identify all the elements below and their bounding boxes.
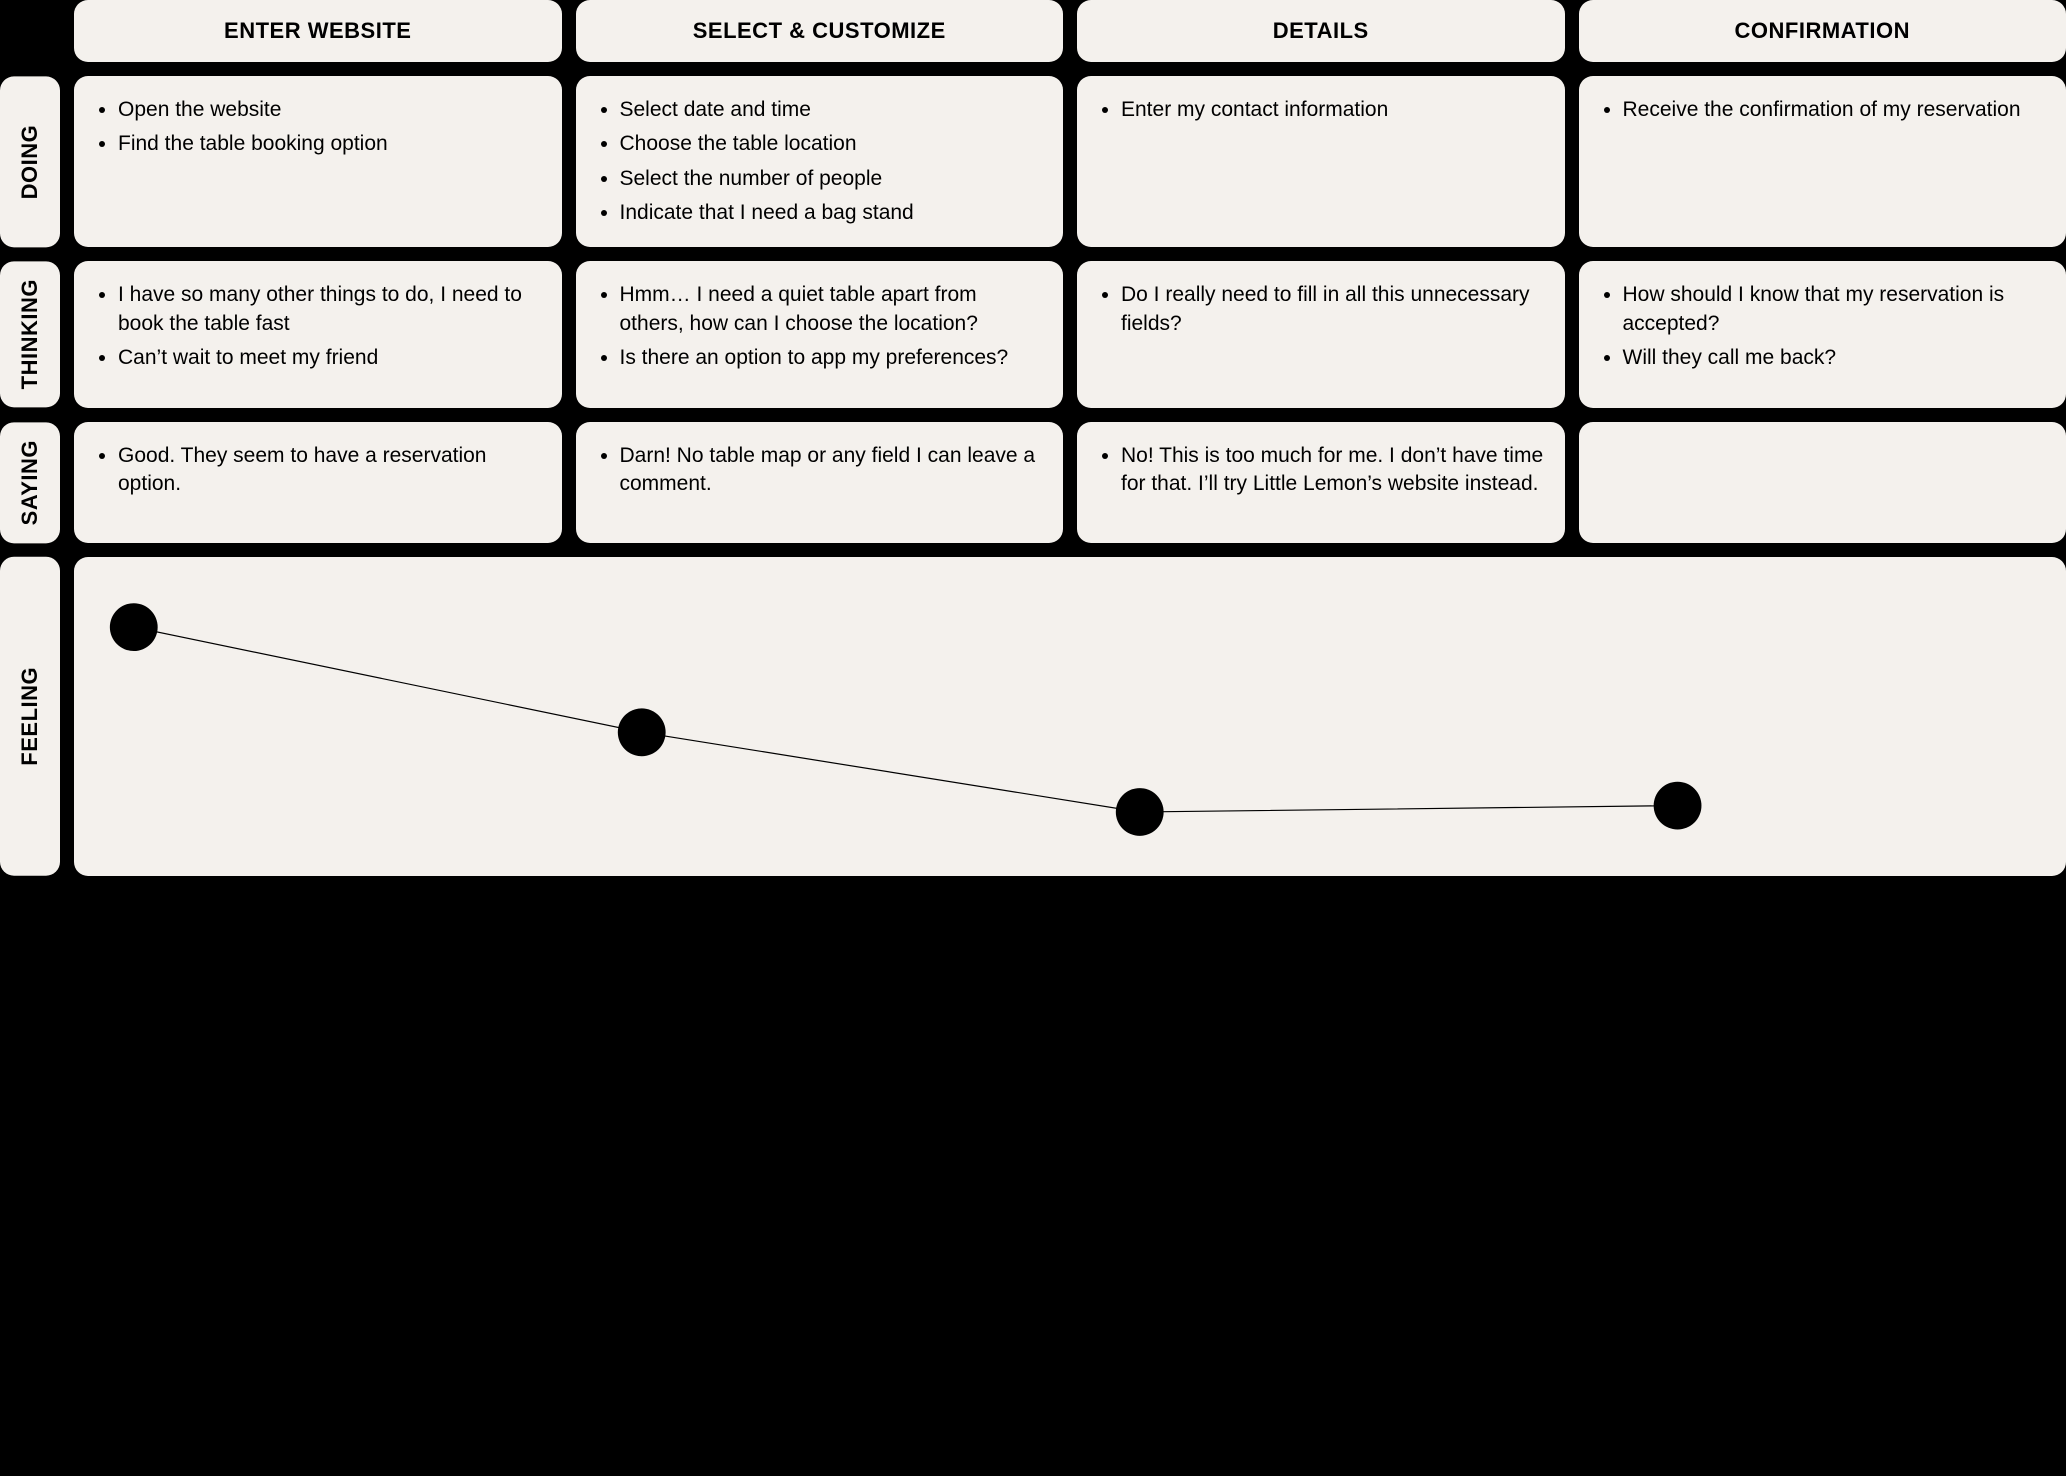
list-item: Is there an option to app my preferences… — [620, 344, 1046, 372]
list-item: Receive the confirmation of my reservati… — [1623, 96, 2049, 124]
list-item: Find the table booking option — [118, 130, 544, 158]
feeling-line — [134, 627, 1678, 812]
list-item: How should I know that my reservation is… — [1623, 281, 2049, 338]
list-item: Open the website — [118, 96, 544, 124]
corner-spacer — [0, 0, 60, 62]
cell-feeling-chart — [74, 557, 2066, 876]
list-item: I have so many other things to do, I nee… — [118, 281, 544, 338]
list-item: No! This is too much for me. I don’t hav… — [1121, 442, 1547, 499]
stage-header-enter: ENTER WEBSITE — [74, 0, 562, 62]
row-label-doing: DOING — [0, 76, 60, 247]
cell-saying-enter: Good. They seem to have a reservation op… — [74, 422, 562, 543]
list-item: Do I really need to fill in all this unn… — [1121, 281, 1547, 338]
cell-saying-confirmation — [1579, 422, 2066, 543]
row-label-thinking: THINKING — [0, 261, 60, 407]
feeling-point-details — [1116, 788, 1164, 836]
cell-thinking-enter: I have so many other things to do, I nee… — [74, 261, 562, 407]
journey-map: ENTER WEBSITE SELECT & CUSTOMIZE DETAILS… — [0, 0, 2066, 876]
list-item: Hmm… I need a quiet table apart from oth… — [620, 281, 1046, 338]
cell-doing-enter: Open the website Find the table booking … — [74, 76, 562, 247]
feeling-point-confirmation — [1654, 782, 1702, 830]
cell-doing-confirmation: Receive the confirmation of my reservati… — [1579, 76, 2066, 247]
list-item: Darn! No table map or any field I can le… — [620, 442, 1046, 499]
feeling-line-chart — [74, 557, 2066, 876]
cell-thinking-details: Do I really need to fill in all this unn… — [1077, 261, 1565, 407]
row-label-feeling: FEELING — [0, 557, 60, 876]
row-label-saying: SAYING — [0, 422, 60, 543]
cell-doing-details: Enter my contact information — [1077, 76, 1565, 247]
cell-saying-details: No! This is too much for me. I don’t hav… — [1077, 422, 1565, 543]
stage-header-confirmation: CONFIRMATION — [1579, 0, 2066, 62]
list-item: Select date and time — [620, 96, 1046, 124]
list-item: Can’t wait to meet my friend — [118, 344, 544, 372]
stage-header-details: DETAILS — [1077, 0, 1565, 62]
list-item: Will they call me back? — [1623, 344, 2049, 372]
list-item: Select the number of people — [620, 165, 1046, 193]
cell-thinking-confirmation: How should I know that my reservation is… — [1579, 261, 2066, 407]
cell-saying-select: Darn! No table map or any field I can le… — [576, 422, 1064, 543]
list-item: Indicate that I need a bag stand — [620, 199, 1046, 227]
feeling-point-select — [618, 708, 666, 756]
feeling-point-enter — [110, 603, 158, 651]
list-item: Good. They seem to have a reservation op… — [118, 442, 544, 499]
list-item: Enter my contact information — [1121, 96, 1547, 124]
stage-header-select: SELECT & CUSTOMIZE — [576, 0, 1064, 62]
list-item: Choose the table location — [620, 130, 1046, 158]
cell-doing-select: Select date and time Choose the table lo… — [576, 76, 1064, 247]
cell-thinking-select: Hmm… I need a quiet table apart from oth… — [576, 261, 1064, 407]
